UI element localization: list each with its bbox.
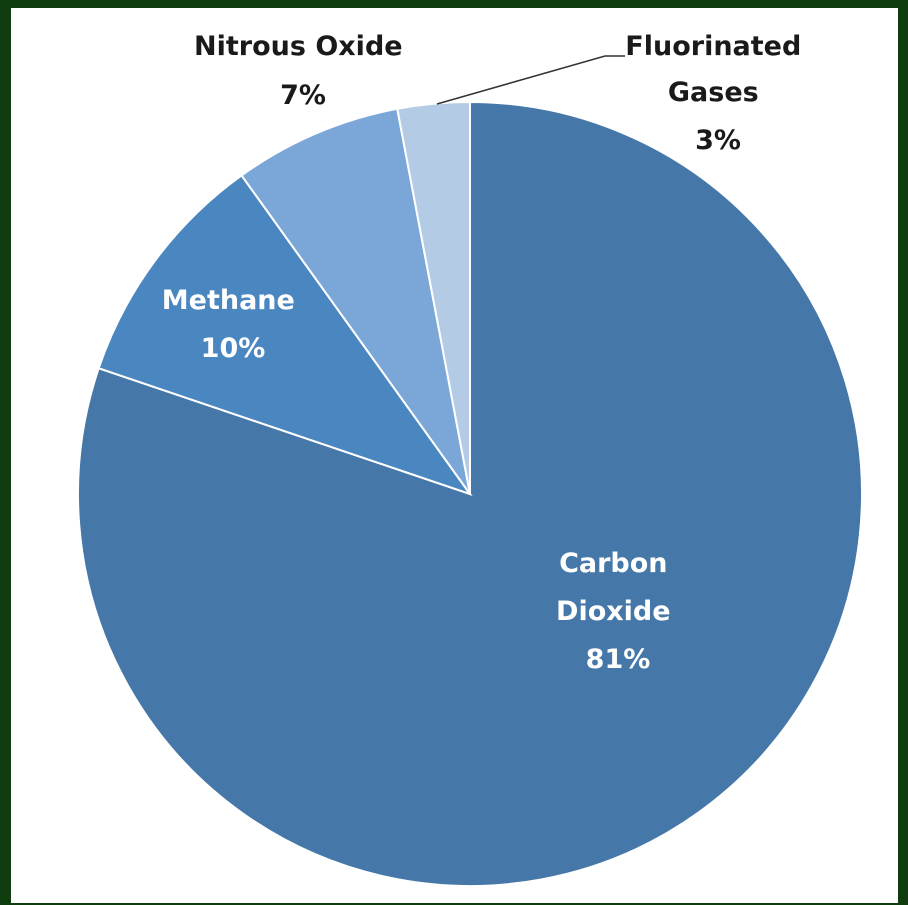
pie-slice-methane	[97, 174, 473, 496]
pie-slice-fluorinated-gases	[396, 100, 471, 495]
slice-label-nitrous-oxide: Nitrous Oxide 7%	[194, 31, 412, 111]
slice-label-nitrous-oxide-line1: Nitrous Oxide	[194, 31, 403, 62]
slice-label-carbon-dioxide-line1: Carbon	[559, 548, 667, 579]
slice-label-methane-line1: Methane	[162, 285, 295, 316]
pie-labels: Carbon Dioxide 81% Methane 10% Nitrous O…	[162, 31, 810, 675]
pie-slices	[77, 100, 863, 887]
slice-label-carbon-dioxide-line2: Dioxide	[556, 596, 671, 627]
leader-line-fluorinated-gases	[436, 55, 625, 105]
slice-label-methane: Methane 10%	[162, 285, 304, 364]
slice-label-fluorinated-gases-line1: Fluorinated	[625, 31, 801, 62]
slice-label-fluorinated-gases-line2: Gases	[668, 77, 759, 108]
slice-label-fluorinated-gases: Fluorinated Gases 3%	[625, 31, 810, 156]
slice-label-carbon-dioxide: Carbon Dioxide 81%	[556, 548, 680, 675]
slice-percent-nitrous-oxide: 7%	[280, 80, 326, 111]
slice-percent-carbon-dioxide: 81%	[586, 644, 651, 675]
slice-percent-fluorinated-gases: 3%	[695, 125, 741, 156]
slice-percent-methane: 10%	[201, 333, 266, 364]
pie-slice-nitrous-oxide	[240, 107, 471, 495]
